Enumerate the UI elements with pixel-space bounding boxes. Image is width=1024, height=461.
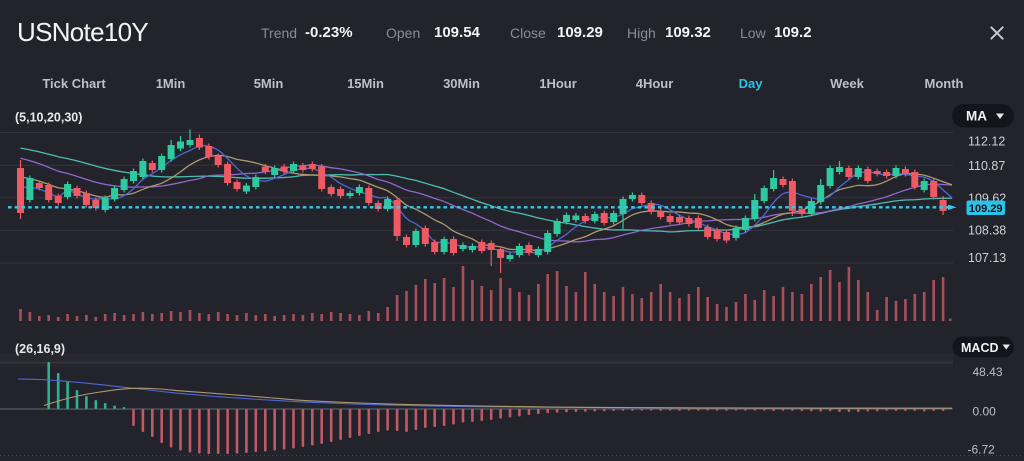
svg-text:107.13: 107.13 bbox=[968, 251, 1006, 265]
svg-text:-6.72: -6.72 bbox=[968, 443, 996, 457]
svg-text:MA: MA bbox=[966, 109, 987, 124]
svg-text:112.12: 112.12 bbox=[968, 135, 1005, 149]
svg-text:MACD: MACD bbox=[961, 341, 999, 355]
svg-text:(5,10,20,30): (5,10,20,30) bbox=[15, 111, 82, 125]
svg-text:109.29: 109.29 bbox=[969, 203, 1003, 215]
svg-text:110.87: 110.87 bbox=[968, 159, 1005, 173]
svg-text:(26,16,9): (26,16,9) bbox=[15, 342, 65, 356]
svg-text:0.00: 0.00 bbox=[973, 405, 997, 419]
svg-text:108.38: 108.38 bbox=[968, 224, 1006, 238]
svg-text:48.43: 48.43 bbox=[973, 365, 1003, 379]
